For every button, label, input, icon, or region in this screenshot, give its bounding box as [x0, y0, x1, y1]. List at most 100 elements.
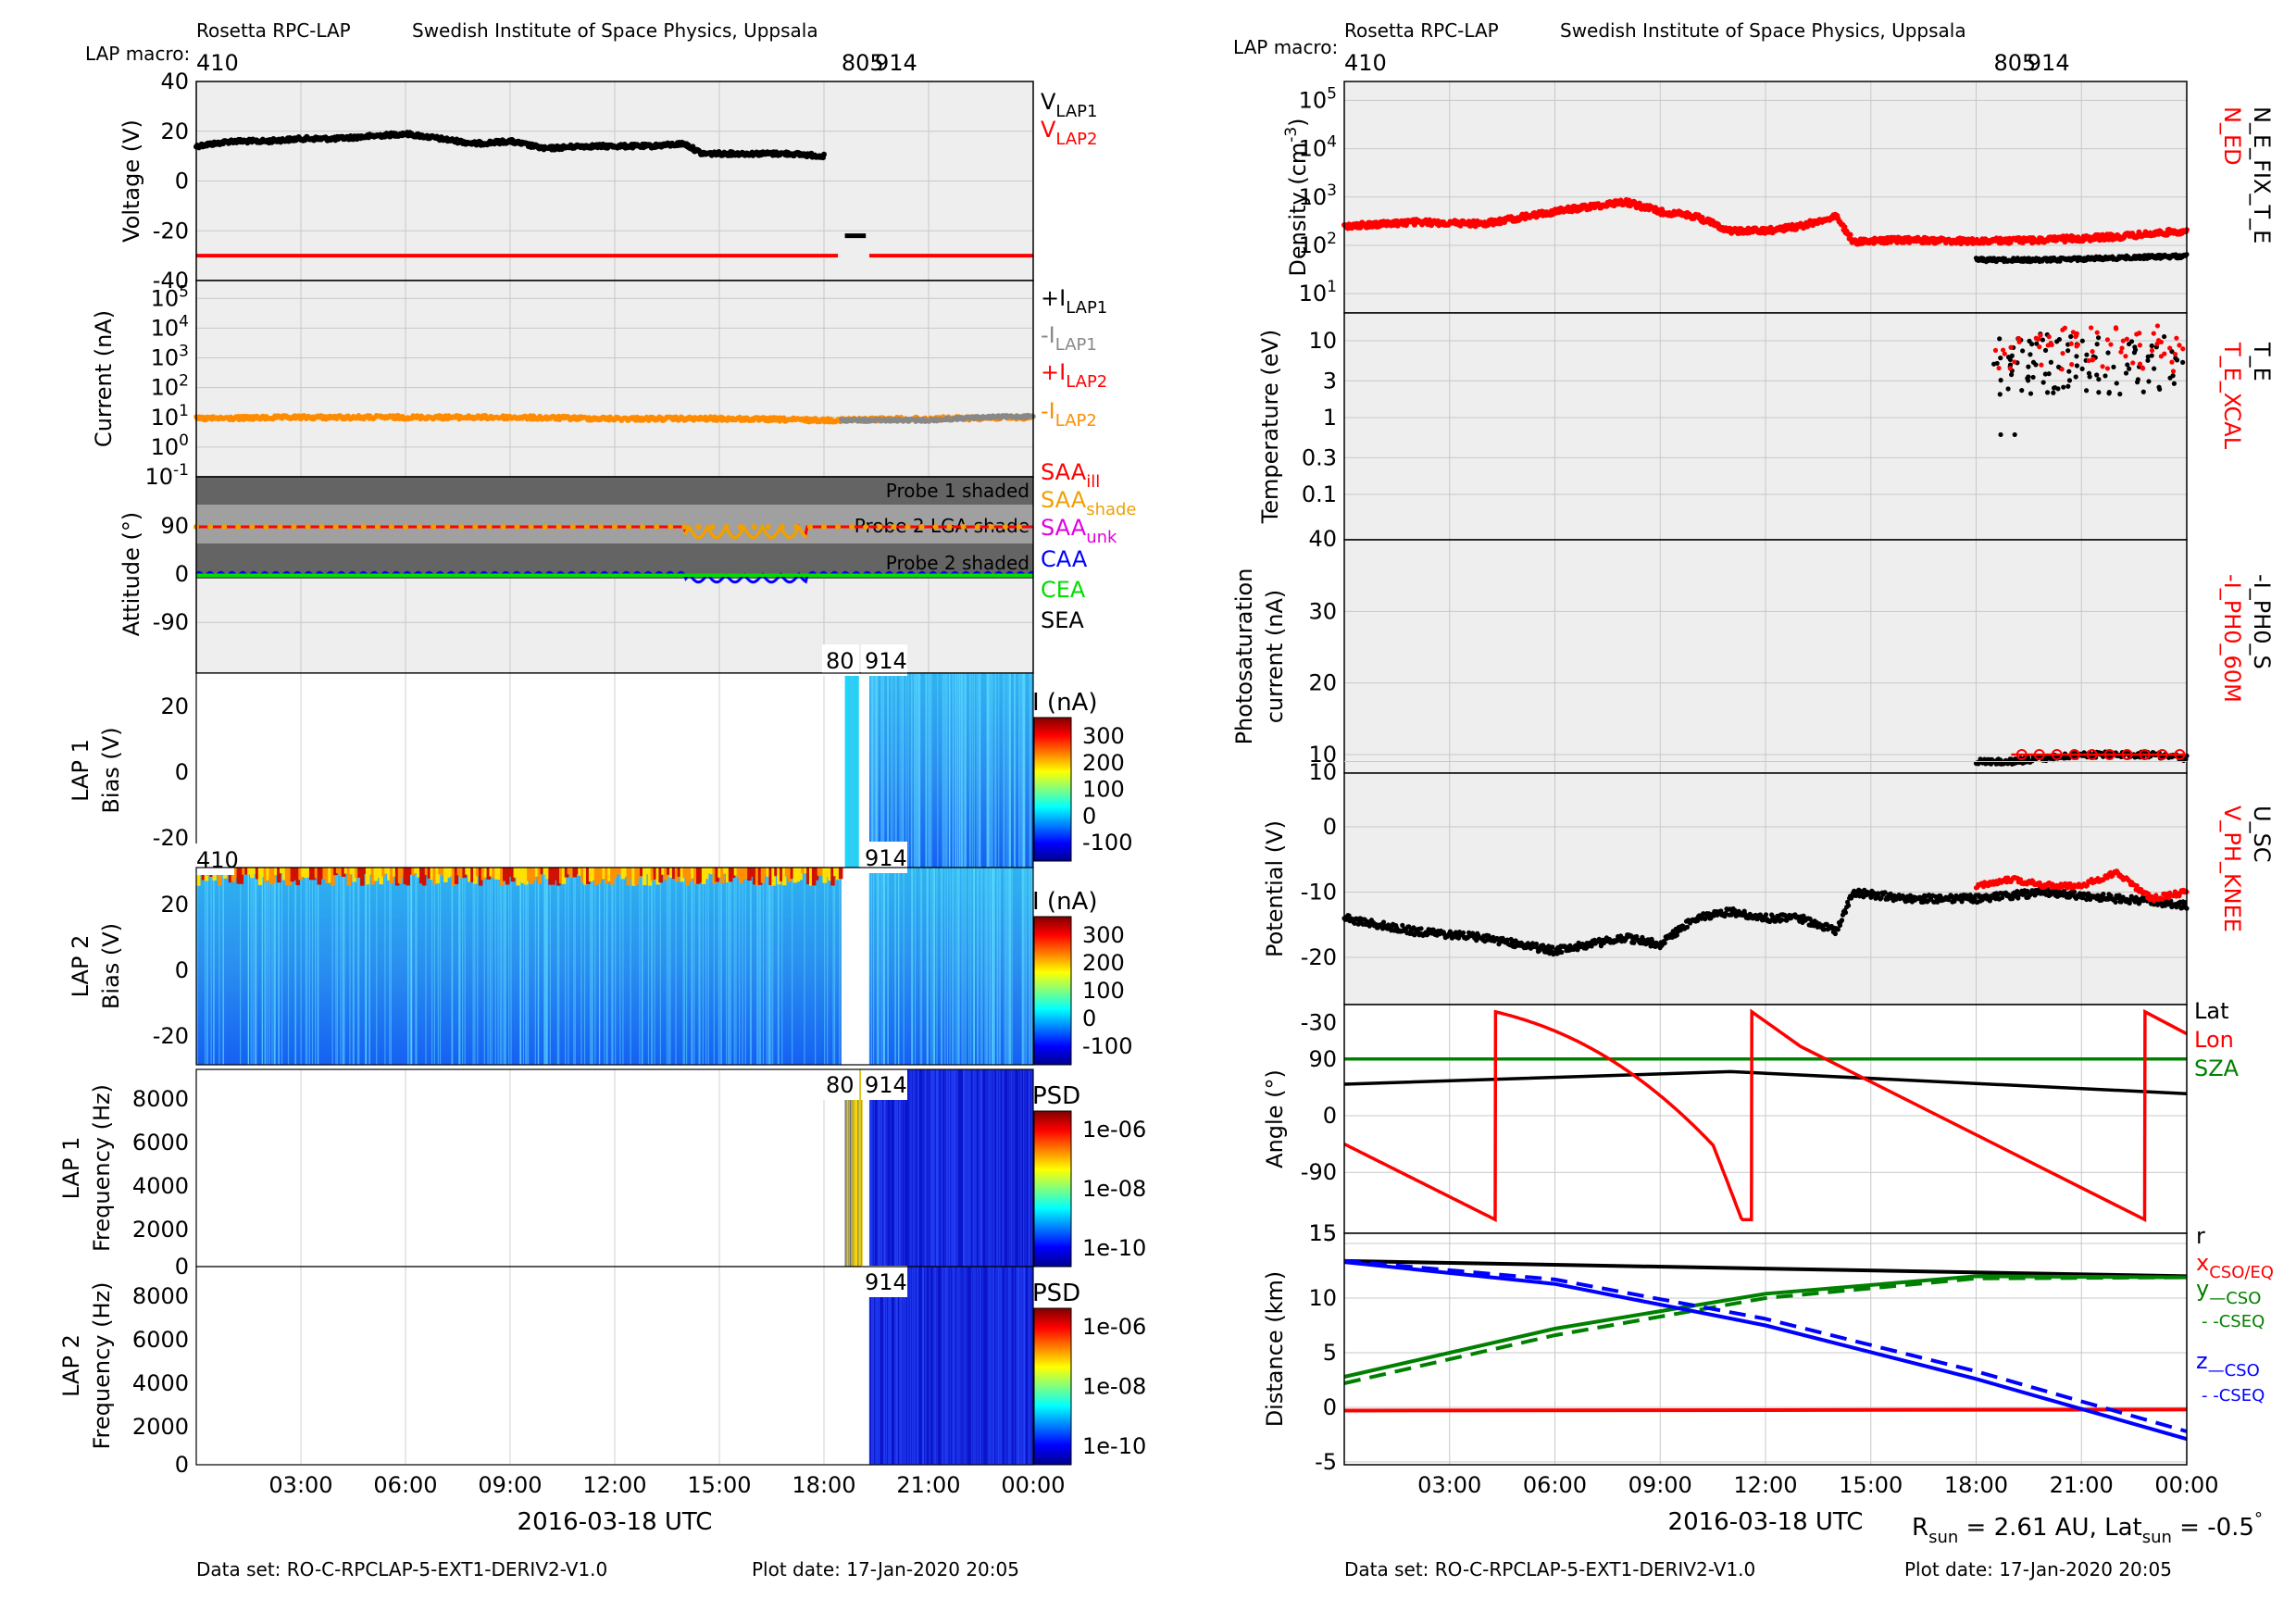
temperature-ytick: 1 — [1323, 405, 1337, 431]
lap2-bias-panel-ytick: 0 — [175, 957, 189, 983]
t-e-point — [2005, 355, 2012, 360]
density-ytick: 101 — [1299, 278, 1337, 306]
lap2-psd-panel: 8000 6000 4000 2000 0 LAP 2 Frequency (Hz) 914 P… — [58, 1266, 1146, 1478]
macro-label-right: 410 — [1344, 50, 1387, 76]
lap2-psd-panel-ylabel2: Frequency (Hz) — [89, 1282, 115, 1450]
current-ytick: 103 — [151, 343, 189, 371]
saa-shade-point — [597, 523, 604, 530]
t-e-xcal-point — [2130, 360, 2136, 366]
t-e-point — [2040, 380, 2046, 385]
t-e-point — [2149, 353, 2154, 358]
t-e-xcal-point — [2015, 335, 2022, 342]
saa-shade-point — [988, 523, 994, 530]
legend-main: SAA — [1041, 515, 1087, 541]
t-e-point — [2083, 388, 2090, 394]
tick-base: 10 — [1299, 281, 1328, 306]
current-ytick: 100 — [151, 431, 189, 460]
saa-shade-point — [583, 523, 590, 530]
saa-shade-point — [417, 523, 423, 530]
saa-shade-point — [849, 523, 855, 530]
saa-shade-point — [821, 523, 827, 530]
t-e-xcal-point — [2137, 343, 2143, 348]
lap2-psd-panel-ytick: 8000 — [132, 1283, 189, 1309]
saa-shade-point — [221, 523, 228, 530]
t-e-xcal-point — [2123, 354, 2128, 359]
t-e-point — [2106, 391, 2112, 396]
band-label-probe1: Probe 1 shaded — [886, 480, 1029, 502]
macro-label-left: 410 — [196, 50, 239, 76]
lap1-bias-panel-colorbar-tick: 200 — [1082, 750, 1125, 776]
current-ytick: 104 — [151, 312, 189, 341]
photo-ylabel2: current (nA) — [1262, 590, 1288, 724]
saa-shade-point — [346, 523, 353, 530]
lap2-bias-panel-colorbar-tick: -100 — [1082, 1033, 1132, 1059]
tick-base: 10 — [145, 464, 174, 490]
lap1-psd-panel-colorbar-tick: 1e-08 — [1082, 1176, 1146, 1202]
header-title-right: Rosetta RPC-LAP — [1344, 19, 1499, 42]
t-e-xcal-point — [2100, 364, 2105, 369]
voltage-ytick: 0 — [175, 169, 189, 194]
saa-shade-point — [318, 523, 325, 530]
legend-sub: LAP2 — [1066, 372, 1107, 392]
lap1-bias-panel-ylabel1: LAP 1 — [68, 739, 94, 802]
ylabel-end: ) — [1285, 118, 1311, 126]
lap2-psd-panel-ytick: 2000 — [132, 1414, 189, 1440]
saa-shade-point — [626, 523, 632, 530]
lap2-psd-panel-ytick: 4000 — [132, 1370, 189, 1396]
t-e-xcal-point — [2149, 347, 2155, 354]
legend-sub: LAP1 — [1055, 335, 1097, 355]
t-e-xcal-point — [2177, 343, 2182, 348]
tick-exp: 2 — [179, 372, 189, 391]
lap2-bias-panel-ytick: -20 — [153, 1023, 189, 1049]
t-e-point — [2054, 339, 2060, 344]
lap2-bias-panel-colorbar-tick: 100 — [1082, 978, 1125, 1004]
t-e-xcal-point — [2090, 349, 2095, 355]
temperature-panel: 10 3 1 0.3 0.1 Temperature (eV) T_E_XCAL T_E — [1257, 312, 2275, 541]
legend-sub: LAP1 — [1055, 102, 1097, 121]
saa-shade-point — [695, 523, 702, 530]
left-time-tick: 03:00 — [268, 1472, 332, 1498]
legend-main: SAA — [1041, 487, 1087, 513]
t-e-xcal-point — [1992, 347, 1999, 353]
ylabel-sup: -3 — [1282, 127, 1301, 143]
t-e-point — [2009, 372, 2015, 378]
t-e-point — [2019, 388, 2025, 394]
t-e-point — [1997, 336, 2003, 342]
t-e-xcal-point — [2075, 342, 2080, 347]
t-e-xcal-point — [2140, 366, 2146, 371]
lap1-psd-panel: 8000 6000 4000 2000 0 LAP 1 Frequency (Hz) 80 91… — [58, 1068, 1146, 1280]
t-e-xcal-point — [2104, 366, 2111, 371]
t-e-point — [1997, 392, 2003, 397]
lap2-bias-panel-colorbar-bar — [1033, 916, 1072, 1066]
t-e-point — [2162, 333, 2167, 340]
u-sc-point — [1559, 949, 1565, 956]
t-e-point — [2026, 364, 2031, 369]
lap2-psd-panel-colorbar-bar — [1033, 1307, 1072, 1466]
t-e-xcal-point — [2074, 333, 2079, 339]
saa-shade-point — [430, 523, 437, 530]
temperature-ytick: 10 — [1308, 328, 1337, 354]
saa-shade-point — [500, 523, 506, 530]
left-time-tick: 18:00 — [792, 1472, 855, 1498]
t-e-xcal-point — [2169, 359, 2175, 365]
t-e-point — [2086, 370, 2092, 376]
t-e-xcal-point — [2001, 347, 2006, 353]
photo-ytick: 20 — [1308, 670, 1337, 696]
left-date-label: 2016-03-18 UTC — [518, 1508, 713, 1536]
t-e-point — [2033, 362, 2039, 368]
left-time-tick: 15:00 — [687, 1472, 751, 1498]
lap1-bias-panel-macro-tag: 914 — [865, 648, 907, 674]
tick-exp: 3 — [179, 343, 189, 361]
u-sc-point — [1461, 930, 1466, 936]
lap2-psd-panel-macro-tag: 914 — [865, 1269, 907, 1295]
temperature-ylabel: Temperature (eV) — [1257, 330, 1283, 525]
saa-shade-point — [918, 523, 925, 530]
legend-main: CEA — [1041, 577, 1086, 603]
t-e-xcal-point — [2094, 330, 2100, 335]
saa-shade-point — [1002, 523, 1008, 530]
legend-current-2: +ILAP2 — [1041, 359, 1107, 392]
legend-attitude-3: CAA — [1041, 546, 1088, 572]
t-e-point — [2028, 391, 2034, 396]
t-e-xcal-point — [2045, 343, 2051, 348]
